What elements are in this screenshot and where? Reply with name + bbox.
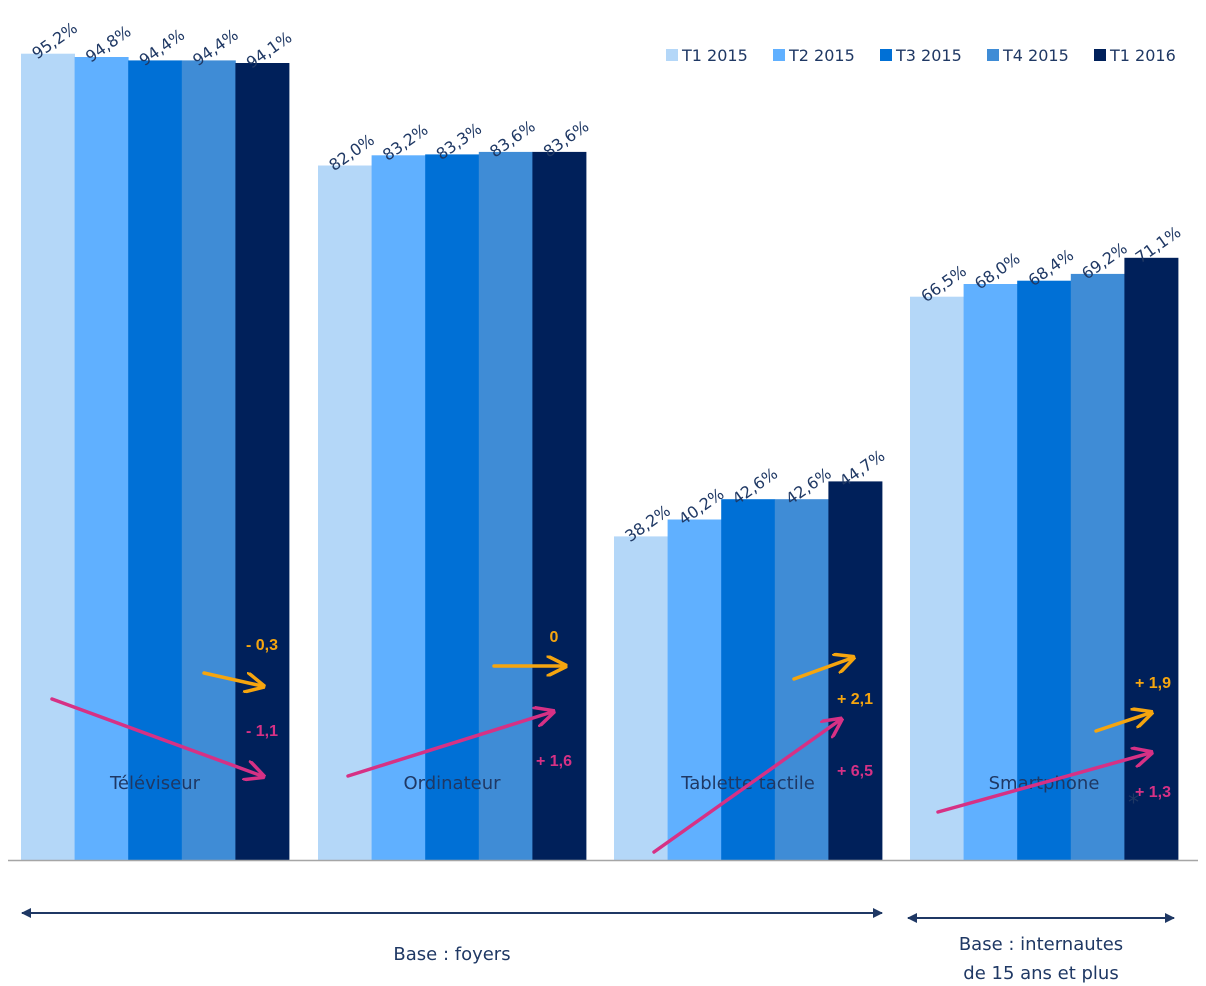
- bar-tablette-tactile-t1-2015: [614, 536, 668, 860]
- trend-arrow-year-tablette-tactile: [652, 720, 840, 854]
- trend-label-year-tablette-tactile: + 6,5: [837, 763, 873, 780]
- trend-label-quarter-televiseur: - 0,3: [246, 637, 278, 654]
- bar-televiseur-t3-2015: [128, 60, 183, 860]
- category-label-televiseur: Téléviseur: [109, 773, 201, 794]
- trend-label-quarter-ordinateur: 0: [550, 629, 559, 646]
- base-foyers-label: Base : foyers: [393, 944, 510, 965]
- trend-label-year-smartphone: + 1,3: [1135, 784, 1171, 801]
- bars-layer: [21, 53, 1179, 861]
- base-foyers: Base : foyers: [21, 908, 883, 965]
- trend-label-year-ordinateur: + 1,6: [536, 753, 572, 770]
- legend-swatch-t1-2016: [1094, 49, 1106, 61]
- trend-label-quarter-smartphone: + 1,9: [1135, 675, 1171, 692]
- bar-tablette-tactile-t1-2016: [828, 481, 883, 860]
- trend-arrow-year-ordinateur: [346, 712, 552, 778]
- legend-swatch-t4-2015: [987, 49, 999, 61]
- bar-tablette-tactile-t3-2015: [721, 499, 776, 860]
- bar-smartphone-t3-2015: [1017, 280, 1072, 860]
- trend-arrow-quarter-televiseur: [202, 671, 262, 686]
- bar-ordinateur-t1-2016: [532, 151, 587, 860]
- legend-label-t2-2015: T2 2015: [788, 46, 855, 65]
- bar-tablette-tactile-t4-2015: [774, 499, 829, 860]
- bar-televiseur-t4-2015: [181, 60, 236, 860]
- legend-label-t4-2015: T4 2015: [1002, 46, 1069, 65]
- base-internautes-label-line2: de 15 ans et plus: [963, 963, 1118, 984]
- trend-annotation-televiseur: - 0,3 - 1,1: [50, 637, 278, 776]
- bar-tablette-tactile-t2-2015: [667, 519, 722, 860]
- base-internautes-label-line1: Base : internautes: [959, 934, 1123, 955]
- bar-ordinateur-t2-2015: [371, 155, 426, 861]
- legend: T1 2015 T2 2015 T3 2015 T4 2015 T1 2016: [666, 46, 1176, 65]
- bar-ordinateur-t3-2015: [425, 154, 480, 860]
- trend-arrow-quarter-tablette-tactile: [792, 658, 852, 681]
- legend-label-t3-2015: T3 2015: [895, 46, 962, 65]
- bar-smartphone-t1-2015: [910, 296, 964, 860]
- smartphone-note-marker: *: [1128, 791, 1139, 816]
- legend-swatch-t1-2015: [666, 49, 678, 61]
- bar-ordinateur-t1-2015: [318, 165, 372, 860]
- trend-arrow-year-smartphone: [936, 753, 1150, 814]
- trend-annotation-ordinateur: 0 + 1,6: [346, 629, 572, 778]
- trend-label-quarter-tablette-tactile: + 2,1: [837, 691, 873, 708]
- bar-televiseur-t1-2016: [235, 63, 290, 860]
- trend-arrow-year-televiseur: [50, 697, 262, 776]
- trend-label-year-televiseur: - 1,1: [246, 723, 278, 740]
- bar-smartphone-t1-2016: [1124, 257, 1179, 860]
- bar-ordinateur-t4-2015: [478, 151, 533, 860]
- legend-label-t1-2016: T1 2016: [1109, 46, 1176, 65]
- legend-swatch-t2-2015: [773, 49, 785, 61]
- trend-annotation-smartphone: + 1,9 + 1,3: [936, 675, 1171, 814]
- bar-televiseur-t2-2015: [74, 57, 129, 860]
- trend-arrow-quarter-smartphone: [1094, 713, 1150, 733]
- trend-annotation-tablette-tactile: + 2,1 + 6,5: [652, 658, 873, 854]
- legend-swatch-t3-2015: [880, 49, 892, 61]
- base-internautes: Base : internautes de 15 ans et plus: [907, 913, 1175, 984]
- bar-televiseur-t1-2015: [21, 53, 75, 860]
- bar-smartphone-t2-2015: [963, 284, 1018, 860]
- legend-label-t1-2015: T1 2015: [681, 46, 748, 65]
- category-label-ordinateur: Ordinateur: [403, 773, 501, 794]
- annotations-layer: - 0,3 - 1,1 0 + 1,6 + 2,1 + 6,5 + 1,9 + 1,3: [50, 629, 1171, 854]
